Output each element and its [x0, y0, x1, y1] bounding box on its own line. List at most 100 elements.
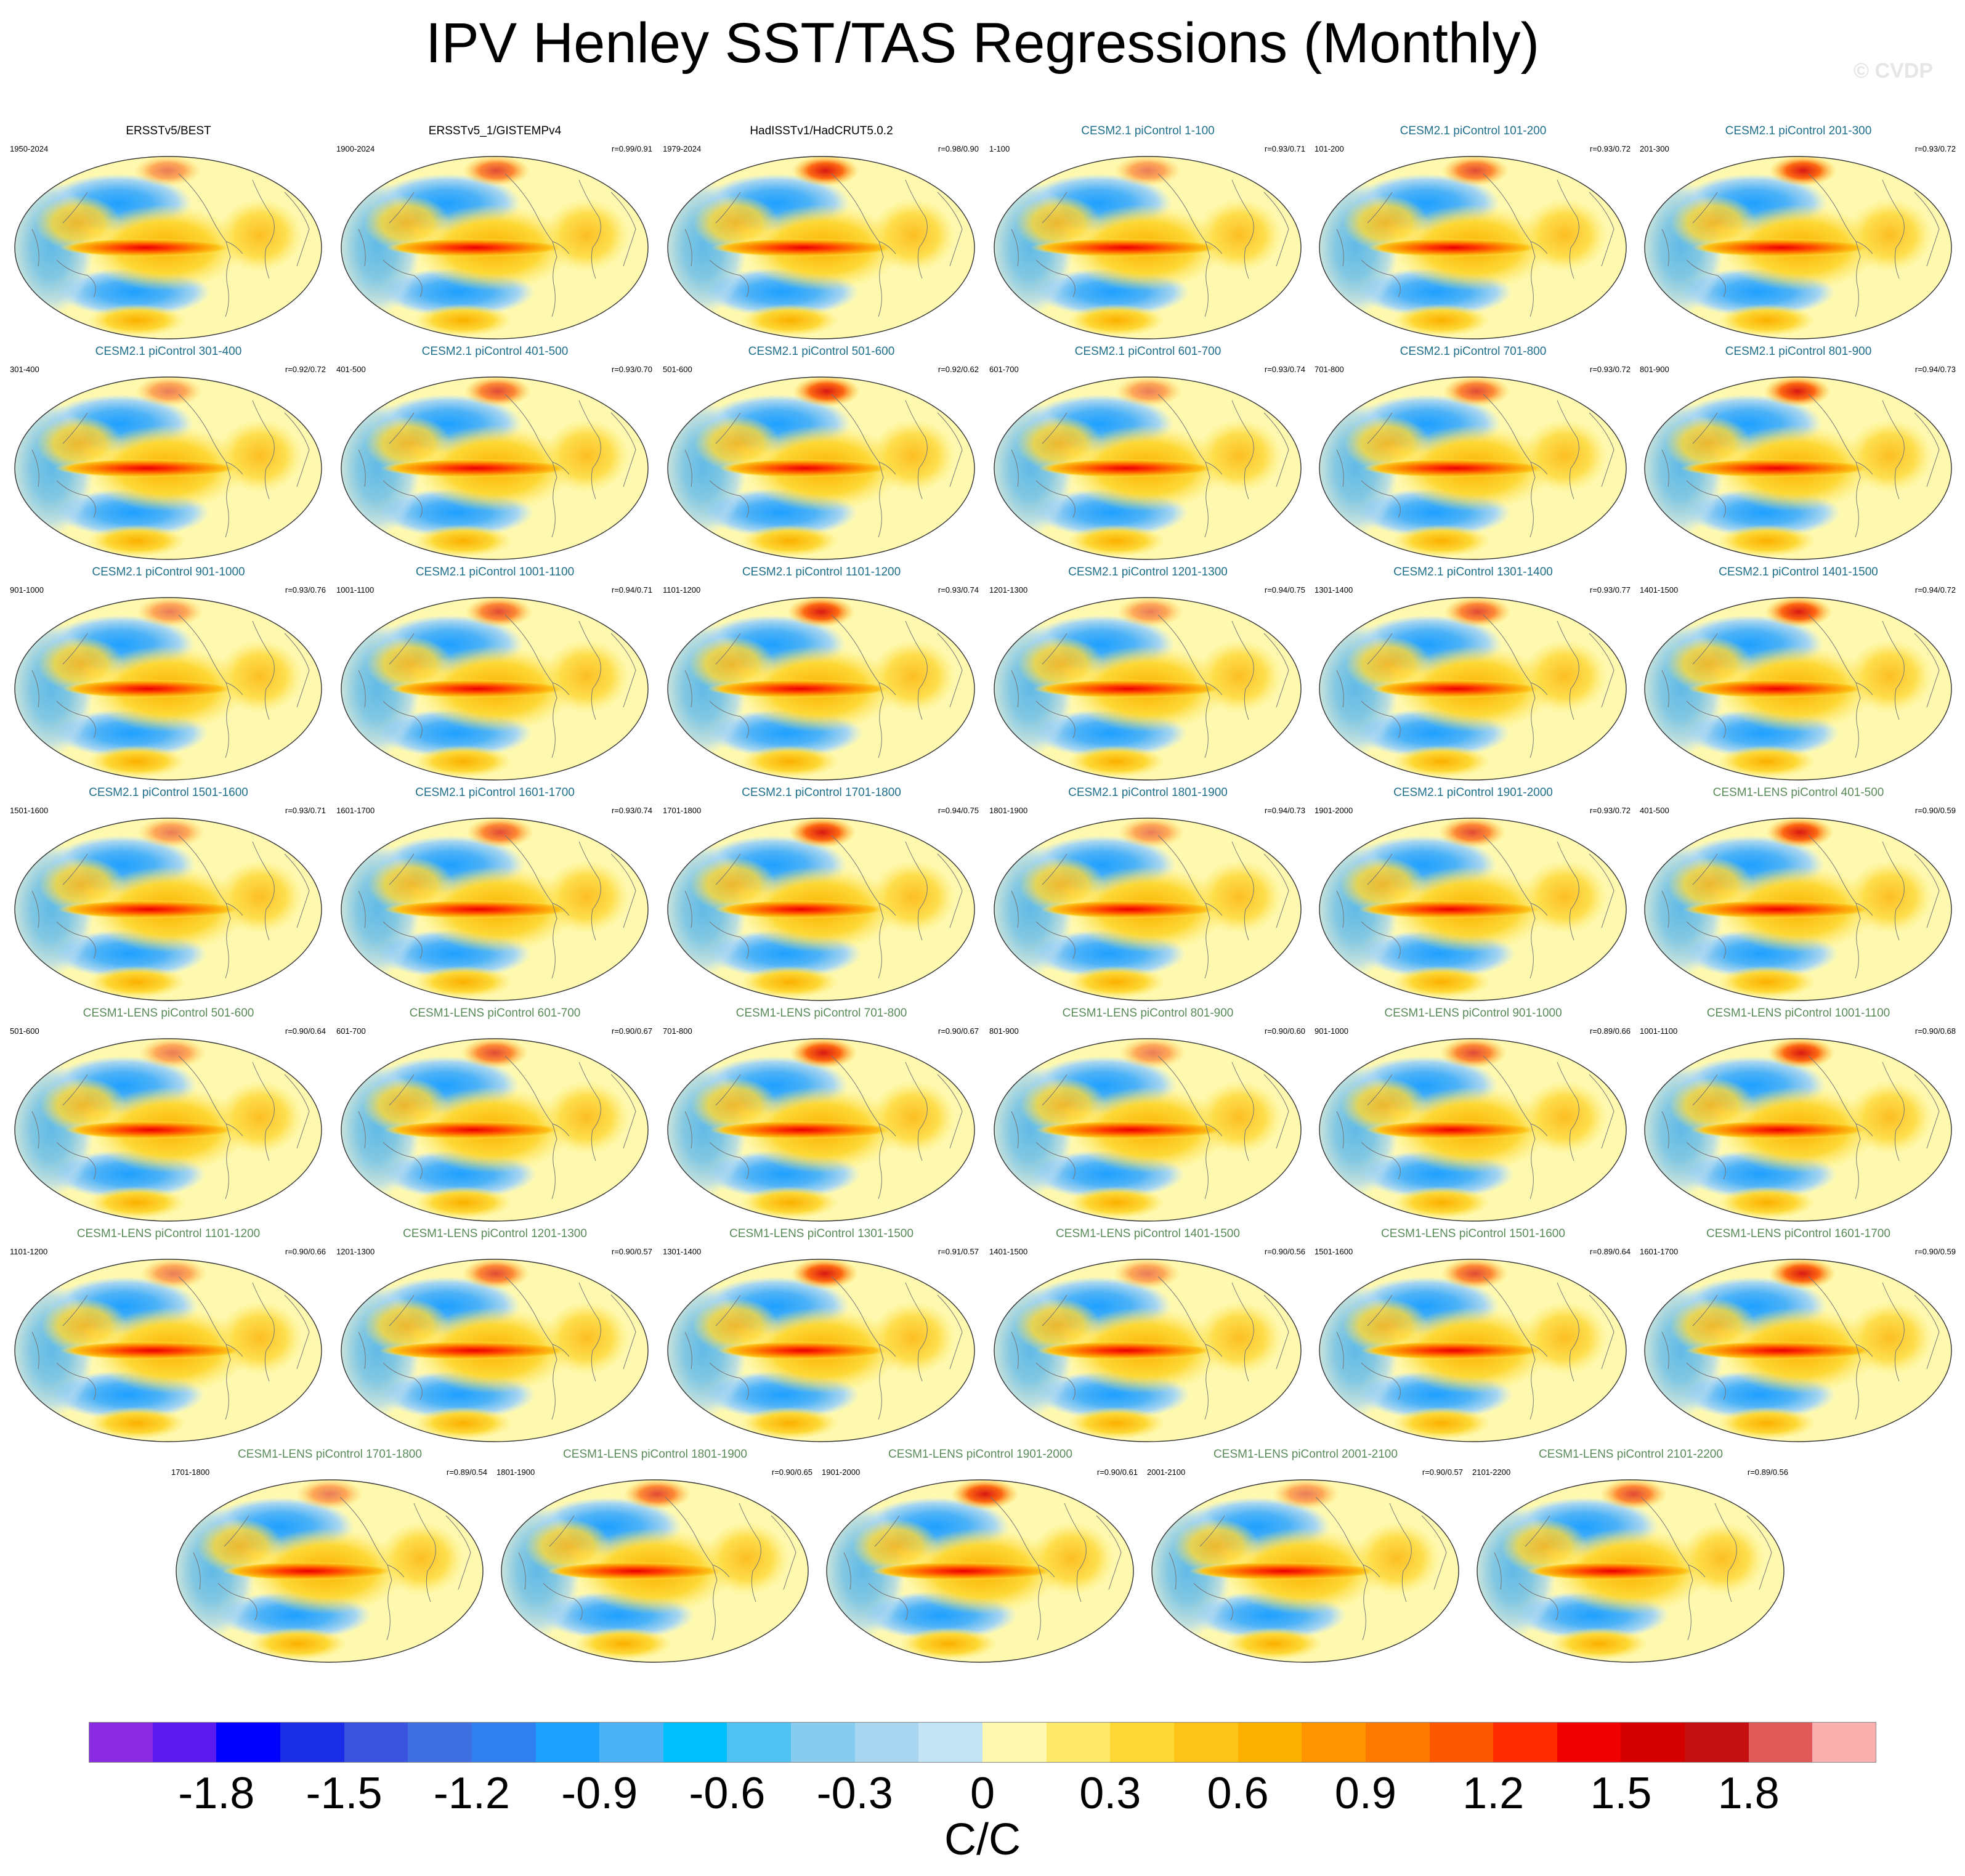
map-panel: CESM2.1 piControl 501-600 501-600 r=0.92/0…	[659, 345, 984, 565]
colorbar-swatch	[471, 1722, 536, 1763]
panel-pattern-correlation: r=0.90/0.68	[1914, 1026, 1956, 1036]
regression-map	[667, 376, 975, 560]
panel-title: HadISSTv1/HadCRUT5.0.2	[750, 124, 893, 137]
map-panel: CESM2.1 piControl 301-400 301-400 r=0.92/0…	[6, 345, 331, 565]
regression-map	[14, 1038, 322, 1222]
colorbar-tick-label: 0.3	[1079, 1769, 1141, 1818]
panel-years: 1201-1300	[336, 1247, 375, 1256]
colorbar-tick-label: -0.3	[816, 1769, 893, 1818]
colorbar-swatch	[727, 1722, 792, 1763]
colorbar-tick-label: 0.9	[1334, 1769, 1396, 1818]
colorbar-tick-label: 1.8	[1717, 1769, 1780, 1818]
map-panel: CESM1-LENS piControl 1501-1600 1501-1600 r…	[1311, 1227, 1635, 1447]
map-panel: CESM2.1 piControl 1801-1900 1801-1900 r=0.…	[986, 786, 1310, 1006]
panel-title: CESM2.1 piControl 1801-1900	[1068, 786, 1228, 799]
panel-years: 1801-1900	[989, 806, 1028, 815]
regression-map	[1319, 1259, 1627, 1442]
colorbar-tick-label: -0.9	[561, 1769, 638, 1818]
colorbar-swatch	[918, 1722, 983, 1763]
panel-pattern-correlation: r=0.90/0.57	[1422, 1468, 1463, 1477]
panel-title: CESM1-LENS piControl 901-1000	[1384, 1007, 1562, 1020]
panel-years: 1701-1800	[663, 806, 702, 815]
panel-pattern-correlation: r=0.93/0.74	[938, 585, 979, 595]
regression-map	[1319, 818, 1627, 1001]
regression-map	[667, 156, 975, 339]
regression-map	[667, 818, 975, 1001]
panel-pattern-correlation: r=0.90/0.61	[1096, 1468, 1138, 1477]
panel-pattern-correlation: r=0.99/0.91	[611, 144, 652, 153]
panel-years: 1601-1700	[1640, 1247, 1679, 1256]
regression-map	[667, 1038, 975, 1222]
map-panel: CESM2.1 piControl 901-1000 901-1000 r=0.93…	[6, 566, 331, 786]
map-panel: CESM2.1 piControl 1201-1300 1201-1300 r=0.…	[986, 566, 1310, 786]
panel-years: 1801-1900	[496, 1468, 535, 1477]
panel-pattern-correlation: r=0.90/0.66	[285, 1247, 326, 1256]
colorbar-swatch	[1429, 1722, 1494, 1763]
colorbar-swatch	[1685, 1722, 1749, 1763]
colorbar-tick-label: 1.2	[1462, 1769, 1525, 1818]
panel-years: 601-700	[336, 1026, 366, 1036]
panel-title: CESM1-LENS piControl 2101-2200	[1539, 1448, 1723, 1461]
panel-years: 1001-1100	[336, 585, 375, 595]
panel-pattern-correlation: r=0.90/0.57	[611, 1247, 652, 1256]
regression-map	[341, 818, 649, 1001]
regression-map	[994, 156, 1302, 339]
panel-years: 1601-1700	[336, 806, 375, 815]
colorbar-swatch	[1621, 1722, 1685, 1763]
map-panel: CESM2.1 piControl 101-200 101-200 r=0.93/0…	[1311, 124, 1635, 344]
panel-years: 701-800	[663, 1026, 692, 1036]
panel-pattern-correlation: r=0.89/0.56	[1747, 1468, 1788, 1477]
panel-pattern-correlation: r=0.90/0.65	[771, 1468, 812, 1477]
panel-title: CESM2.1 piControl 501-600	[748, 345, 895, 358]
panel-title: CESM2.1 piControl 1701-1800	[742, 786, 901, 799]
panel-title: CESM1-LENS piControl 501-600	[83, 1007, 254, 1020]
page-title: IPV Henley SST/TAS Regressions (Monthly)	[425, 12, 1540, 75]
panel-title: CESM2.1 piControl 901-1000	[92, 566, 245, 579]
panel-years: 701-800	[1315, 365, 1344, 374]
panel-title: CESM1-LENS piControl 1001-1100	[1706, 1007, 1890, 1020]
colorbar-swatch	[599, 1722, 664, 1763]
panel-pattern-correlation: r=0.94/0.73	[1914, 365, 1956, 374]
colorbar-swatch	[280, 1722, 344, 1763]
colorbar-swatch	[854, 1722, 919, 1763]
regression-map	[14, 818, 322, 1001]
map-panel: CESM1-LENS piControl 1701-1800 1701-1800 r…	[168, 1448, 492, 1668]
regression-map	[176, 1479, 484, 1663]
colorbar-swatch	[663, 1722, 727, 1763]
map-panel: CESM2.1 piControl 1701-1800 1701-1800 r=0.…	[659, 786, 984, 1006]
map-panel: CESM2.1 piControl 401-500 401-500 r=0.93/0…	[333, 345, 657, 565]
panel-years: 1701-1800	[171, 1468, 210, 1477]
panel-title: CESM1-LENS piControl 1801-1900	[563, 1448, 747, 1461]
regression-map	[1644, 1259, 1952, 1442]
panel-pattern-correlation: r=0.90/0.67	[938, 1026, 979, 1036]
panel-pattern-correlation: r=0.90/0.59	[1914, 806, 1956, 815]
map-panel: CESM1-LENS piControl 701-800 701-800 r=0.9…	[659, 1007, 984, 1227]
map-panel: CESM1-LENS piControl 901-1000 901-1000 r=0…	[1311, 1007, 1635, 1227]
map-panel: ERSSTv5/BEST 1950-2024	[6, 124, 331, 344]
panel-pattern-correlation: r=0.90/0.56	[1264, 1247, 1305, 1256]
panel-years: 1301-1400	[1315, 585, 1353, 595]
map-panel: CESM2.1 piControl 1001-1100 1001-1100 r=0.…	[333, 566, 657, 786]
regression-map	[1644, 1038, 1952, 1222]
panel-years: 201-300	[1640, 144, 1669, 153]
colorbar-tick-label: -1.8	[178, 1769, 255, 1818]
map-panel: CESM1-LENS piControl 1801-1900 1801-1900 r…	[493, 1448, 817, 1668]
map-panel: CESM2.1 piControl 1401-1500 1401-1500 r=0.…	[1636, 566, 1961, 786]
panel-years: 1401-1500	[1640, 585, 1679, 595]
map-panel: CESM1-LENS piControl 1401-1500 1401-1500 r…	[986, 1227, 1310, 1447]
regression-map	[14, 156, 322, 339]
panel-pattern-correlation: r=0.94/0.75	[938, 806, 979, 815]
panel-pattern-correlation: r=0.91/0.57	[938, 1247, 979, 1256]
panel-pattern-correlation: r=0.92/0.72	[285, 365, 326, 374]
panel-years: 501-600	[10, 1026, 39, 1036]
map-panel: CESM1-LENS piControl 501-600 501-600 r=0.9…	[6, 1007, 331, 1227]
panel-title: CESM2.1 piControl 301-400	[95, 345, 242, 358]
panel-pattern-correlation: r=0.93/0.74	[1264, 365, 1305, 374]
colorbar-swatch	[408, 1722, 472, 1763]
map-panel: CESM2.1 piControl 1501-1600 1501-1600 r=0.…	[6, 786, 331, 1006]
colorbar-swatch	[1110, 1722, 1175, 1763]
panel-title: ERSSTv5_1/GISTEMPv4	[428, 124, 562, 137]
regression-map	[1644, 376, 1952, 560]
regression-map	[341, 156, 649, 339]
regression-map	[1644, 156, 1952, 339]
